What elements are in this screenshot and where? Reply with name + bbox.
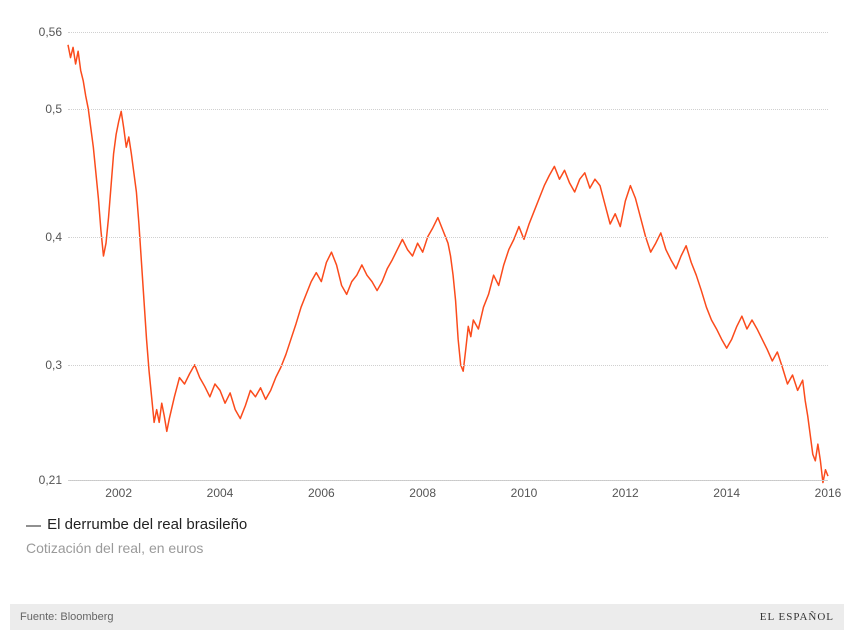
source-label: Fuente: Bloomberg — [20, 611, 114, 623]
x-axis-label: 2012 — [612, 486, 639, 500]
y-axis-label: 0,5 — [12, 102, 62, 116]
chart-container: 0,56 0,5 0,4 0,3 0,21 2002 2004 2006 2008 2010 201… — [0, 0, 854, 550]
gridline — [68, 109, 828, 110]
x-axis-label: 2006 — [308, 486, 335, 500]
x-axis-label: 2002 — [105, 486, 132, 500]
x-axis-label: 2008 — [409, 486, 436, 500]
gridline — [68, 480, 828, 481]
y-axis-label: 0,3 — [12, 358, 62, 372]
gridline — [68, 32, 828, 33]
y-axis-label: 0,4 — [12, 230, 62, 244]
legend-subtitle: Cotización del real, en euros — [26, 540, 247, 556]
legend-title-row: — El derrumbe del real brasileño — [26, 516, 247, 534]
line-series — [68, 32, 828, 480]
y-axis-label: 0,21 — [12, 473, 62, 487]
legend-title-text: El derrumbe del real brasileño — [47, 516, 247, 533]
gridline — [68, 237, 828, 238]
legend-dash-icon: — — [26, 517, 41, 534]
plot-area — [68, 32, 828, 480]
price-line — [68, 45, 828, 483]
x-axis-label: 2016 — [815, 486, 842, 500]
x-axis-label: 2014 — [713, 486, 740, 500]
legend: — El derrumbe del real brasileño Cotizac… — [26, 516, 247, 556]
footer-bar: Fuente: Bloomberg EL ESPAÑOL — [10, 604, 844, 630]
brand-label: EL ESPAÑOL — [760, 611, 834, 623]
x-axis-label: 2010 — [511, 486, 538, 500]
y-axis-label: 0,56 — [12, 25, 62, 39]
x-axis-label: 2004 — [207, 486, 234, 500]
gridline — [68, 365, 828, 366]
